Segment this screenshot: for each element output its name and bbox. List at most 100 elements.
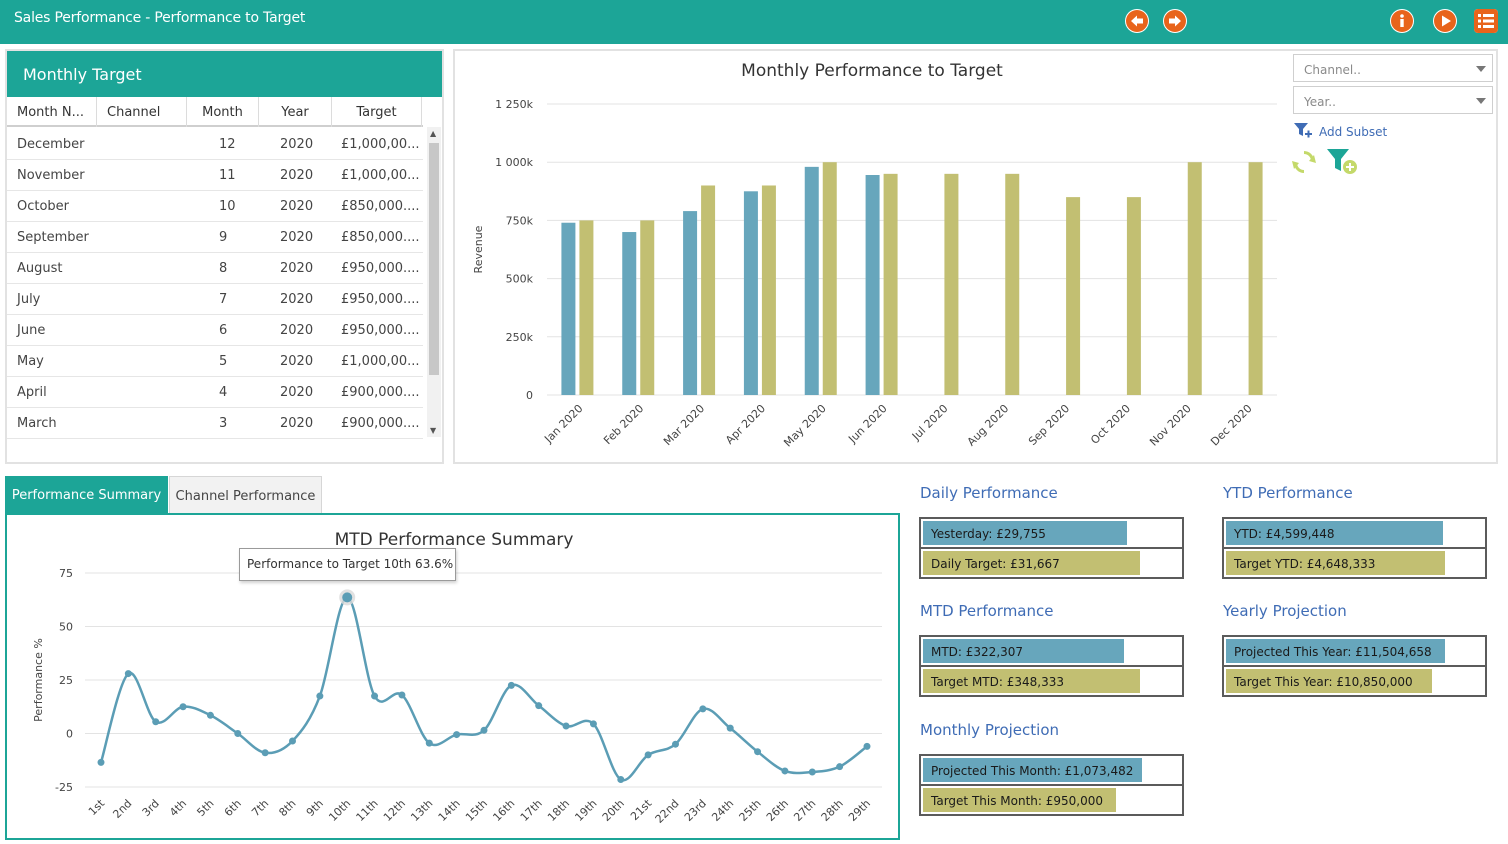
data-point (425, 739, 433, 747)
data-point (781, 767, 789, 775)
cell-month: 12 (219, 137, 236, 152)
y-tick-label: 25 (59, 674, 73, 687)
divider (921, 665, 1182, 667)
data-point (234, 730, 242, 737)
cell-month: 10 (219, 199, 236, 214)
table-row[interactable]: October 10 2020 £850,000.... (7, 191, 423, 222)
ytd-performance-box: YTD: £4,599,448 Target YTD: £4,648,333 (1222, 517, 1487, 579)
table-row[interactable]: March 3 2020 £900,000.... (7, 408, 423, 439)
add-subset-label: Add Subset (1319, 125, 1388, 139)
cell-target: £900,000.... (341, 416, 420, 431)
data-point (808, 768, 816, 776)
x-tick-label: 1st (86, 796, 108, 818)
cell-month-name: August (17, 261, 63, 276)
year-select[interactable]: Year.. (1293, 86, 1493, 114)
y-tick-label: 75 (59, 567, 73, 580)
y-axis-label: Revenue (472, 225, 485, 273)
column-channel[interactable]: Channel (97, 97, 187, 127)
divider (1224, 665, 1485, 667)
scroll-down-icon[interactable]: ▼ (430, 426, 437, 435)
x-tick-label: Sep 2020 (1026, 402, 1072, 448)
table-row[interactable]: August 8 2020 £950,000.... (7, 253, 423, 284)
bar-target (944, 173, 959, 395)
table-scrollbar[interactable]: ▲ ▼ (427, 127, 441, 437)
table-row[interactable]: July 7 2020 £950,000.... (7, 284, 423, 315)
divider (921, 784, 1182, 786)
data-point (726, 724, 734, 732)
filter-add-icon (1294, 123, 1312, 138)
x-tick-label: 14th (436, 797, 463, 824)
cell-month-name: May (17, 354, 44, 369)
x-tick-label: Feb 2020 (601, 402, 646, 447)
x-tick-label: 16th (490, 797, 517, 824)
table-row[interactable]: November 11 2020 £1,000,00... (7, 160, 423, 191)
data-point (206, 711, 214, 719)
column-year[interactable]: Year (259, 97, 332, 127)
y-tick-label: 1 000k (495, 156, 533, 169)
x-tick-label: 15th (463, 797, 490, 824)
mtd-target-bar: Target MTD: £348,333 (923, 669, 1140, 693)
filter-settings-icon[interactable] (1325, 147, 1359, 177)
column-target[interactable]: Target (332, 97, 422, 127)
tab-channel-performance[interactable]: Channel Performance (169, 476, 322, 514)
cell-month-name: April (17, 385, 47, 400)
table-row[interactable]: December 12 2020 £1,000,00... (7, 129, 423, 160)
data-point (672, 740, 679, 748)
add-subset-button[interactable]: Add Subset (1293, 121, 1413, 141)
mtd-performance-box: MTD: £322,307 Target MTD: £348,333 (919, 635, 1184, 697)
back-button[interactable] (1125, 9, 1149, 33)
x-tick-label: 6th (222, 797, 244, 819)
y-tick-label: -25 (55, 781, 73, 794)
tab-performance-summary[interactable]: Performance Summary (5, 476, 168, 514)
y-tick-label: 500k (506, 273, 534, 286)
info-button[interactable] (1390, 9, 1414, 33)
data-point (535, 702, 543, 710)
table-row[interactable]: April 4 2020 £900,000.... (7, 377, 423, 408)
cell-year: 2020 (280, 261, 314, 276)
mtd-performance-title: MTD Performance (920, 602, 1054, 620)
cell-month-name: July (17, 292, 41, 307)
cell-target: £1,000,00... (341, 354, 420, 369)
bar-actual (622, 232, 637, 395)
data-point (644, 751, 652, 759)
channel-select[interactable]: Channel.. (1293, 54, 1493, 82)
menu-button[interactable] (1474, 9, 1498, 33)
x-tick-label: 5th (194, 797, 216, 819)
table-row[interactable]: June 6 2020 £950,000.... (7, 315, 423, 346)
cell-year: 2020 (280, 354, 314, 369)
cell-year: 2020 (280, 416, 314, 431)
table-row[interactable]: May 5 2020 £1,000,00... (7, 346, 423, 377)
bar-actual (561, 222, 576, 395)
data-point (480, 726, 488, 734)
app-title: Sales Performance - Performance to Targe… (14, 10, 306, 26)
x-tick-label: 24th (709, 797, 736, 824)
table-row[interactable]: September 9 2020 £850,000.... (7, 222, 423, 253)
channel-select-placeholder: Channel.. (1304, 63, 1361, 77)
bar-target (701, 185, 716, 395)
data-point (507, 681, 515, 689)
list-menu-icon (1474, 9, 1498, 33)
data-point (179, 703, 187, 711)
data-point (371, 692, 379, 700)
divider (921, 547, 1182, 549)
y-tick-label: 50 (59, 621, 73, 634)
x-tick-label: 13th (408, 797, 435, 824)
cell-target: £900,000.... (341, 385, 420, 400)
forward-arrow-icon (1164, 10, 1186, 32)
play-button[interactable] (1433, 9, 1457, 33)
column-month-name[interactable]: Month N... (7, 97, 97, 127)
column-month[interactable]: Month (187, 97, 259, 127)
refresh-icon[interactable] (1291, 147, 1317, 177)
daily-performance-box: Yesterday: £29,755 Daily Target: £31,667 (919, 517, 1184, 579)
cell-month: 11 (219, 168, 236, 183)
data-point (289, 737, 296, 745)
bar-target (1187, 162, 1202, 395)
daily-performance-title: Daily Performance (920, 484, 1058, 502)
cell-year: 2020 (280, 137, 314, 152)
scrollbar-thumb[interactable] (429, 143, 439, 375)
data-point (562, 722, 570, 730)
forward-button[interactable] (1163, 9, 1187, 33)
mtd-performance-chart: MTD Performance Summary -25 0 25 50 75 Perform… (32, 530, 882, 826)
bar-target (579, 220, 594, 395)
scroll-up-icon[interactable]: ▲ (430, 129, 437, 138)
